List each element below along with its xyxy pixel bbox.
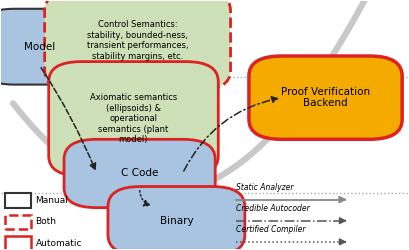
Text: Static Analyzer: Static Analyzer	[235, 183, 292, 192]
FancyBboxPatch shape	[0, 9, 97, 85]
Text: Credible Autocoder: Credible Autocoder	[235, 204, 309, 213]
Text: Both: Both	[35, 218, 56, 226]
Text: Manual: Manual	[35, 196, 68, 205]
FancyBboxPatch shape	[5, 236, 31, 250]
Text: Axiomatic semantics
(ellipsoids) &
operational
semantics (plant
model): Axiomatic semantics (ellipsoids) & opera…	[90, 94, 177, 144]
Text: Proof Verification
Backend: Proof Verification Backend	[280, 87, 369, 108]
FancyBboxPatch shape	[64, 139, 215, 208]
FancyBboxPatch shape	[248, 56, 401, 139]
Text: C Code: C Code	[121, 168, 158, 178]
FancyBboxPatch shape	[5, 214, 31, 230]
Text: Automatic: Automatic	[35, 238, 82, 248]
FancyBboxPatch shape	[45, 0, 230, 90]
Text: Binary: Binary	[159, 216, 193, 226]
FancyBboxPatch shape	[5, 193, 31, 208]
Text: Certified Compiler: Certified Compiler	[235, 225, 304, 234]
FancyBboxPatch shape	[49, 62, 218, 176]
FancyBboxPatch shape	[108, 186, 244, 250]
Text: Model: Model	[24, 42, 55, 52]
Text: Control Semantics:
stability, bounded-ness,
transient performances,
stability ma: Control Semantics: stability, bounded-ne…	[87, 20, 188, 60]
